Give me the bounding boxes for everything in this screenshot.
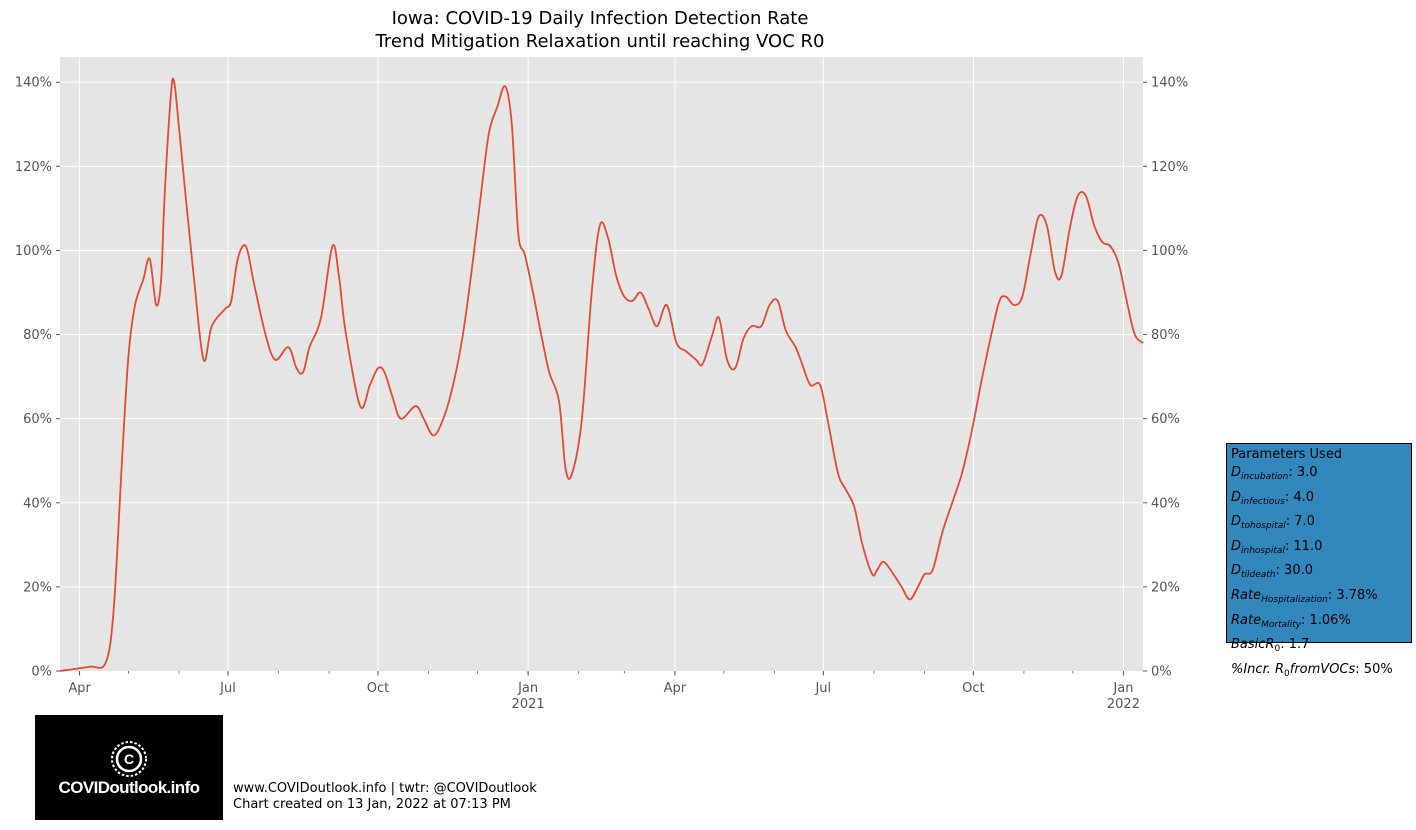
covidoutlook-logo: C COVIDoutlook.info — [35, 715, 223, 820]
y-tick-label-right: 120% — [1151, 160, 1188, 175]
series-line — [59, 77, 1144, 672]
footer-created-date: Chart created on 13 Jan, 2022 at 07:13 P… — [233, 797, 511, 812]
parameters-box: Parameters Used Dincubation: 3.0 Dinfect… — [1226, 443, 1412, 679]
y-tick-label-left: 20% — [23, 580, 52, 595]
param-voc-increase: %Incr. R0fromVOCs: 50% — [1231, 661, 1393, 679]
plot-background — [60, 57, 1143, 671]
logo-text: COVIDoutlook.info — [58, 778, 201, 797]
y-tick-label-right: 0% — [1151, 665, 1172, 680]
y-tick-label-right: 140% — [1151, 76, 1188, 91]
param-tohospital: Dtohospital: 7.0 — [1231, 514, 1315, 532]
y-tick-label-right: 80% — [1151, 328, 1180, 343]
y-tick-label-left: 0% — [31, 665, 52, 680]
y-tick-label-left: 140% — [15, 76, 52, 91]
y-tick-label-right: 60% — [1151, 412, 1180, 427]
x-tick-label: Oct — [962, 681, 984, 696]
x-tick-label: Apr — [68, 681, 91, 696]
param-mortality-rate: RateMortality: 1.06% — [1231, 612, 1351, 630]
y-tick-label-left: 40% — [23, 496, 52, 511]
param-tildeath: Dtildeath: 30.0 — [1231, 563, 1314, 581]
y-tick-label-left: 120% — [15, 160, 52, 175]
y-tick-label-left: 60% — [23, 412, 52, 427]
param-inhospital: Dinhospital: 11.0 — [1231, 538, 1323, 556]
param-infectious: Dinfectious: 4.0 — [1231, 489, 1314, 507]
x-tick-label: Jul — [219, 681, 236, 696]
x-tick-label: Oct — [367, 681, 389, 696]
x-tick-label: Jan — [517, 681, 538, 696]
virus-icon: C — [111, 741, 147, 777]
x-tick-label: Jan — [1112, 681, 1133, 696]
chart-title: Iowa: COVID-19 Daily Infection Detection… — [391, 8, 809, 29]
footer-credits: www.COVIDoutlook.info | twtr: @COVIDoutl… — [233, 781, 537, 796]
y-tick-label-right: 20% — [1151, 580, 1180, 595]
y-tick-label-right: 100% — [1151, 244, 1188, 259]
svg-text:C: C — [124, 751, 134, 767]
chart-subtitle: Trend Mitigation Relaxation until reachi… — [375, 31, 825, 52]
y-tick-label-right: 40% — [1151, 496, 1180, 511]
x-tick-label: Jul — [814, 681, 831, 696]
y-tick-label-left: 80% — [23, 328, 52, 343]
x-tick-year-label: 2021 — [512, 697, 545, 712]
y-tick-label-left: 100% — [15, 244, 52, 259]
parameters-title: Parameters Used — [1231, 447, 1343, 462]
x-tick-label: Apr — [664, 681, 687, 696]
param-incubation: Dincubation: 3.0 — [1231, 465, 1318, 482]
param-basic-r0: BasicR0: 1.7 — [1231, 637, 1310, 655]
param-hospitalization-rate: RateHospitalization: 3.78% — [1231, 587, 1378, 605]
x-tick-year-label: 2022 — [1107, 697, 1140, 712]
